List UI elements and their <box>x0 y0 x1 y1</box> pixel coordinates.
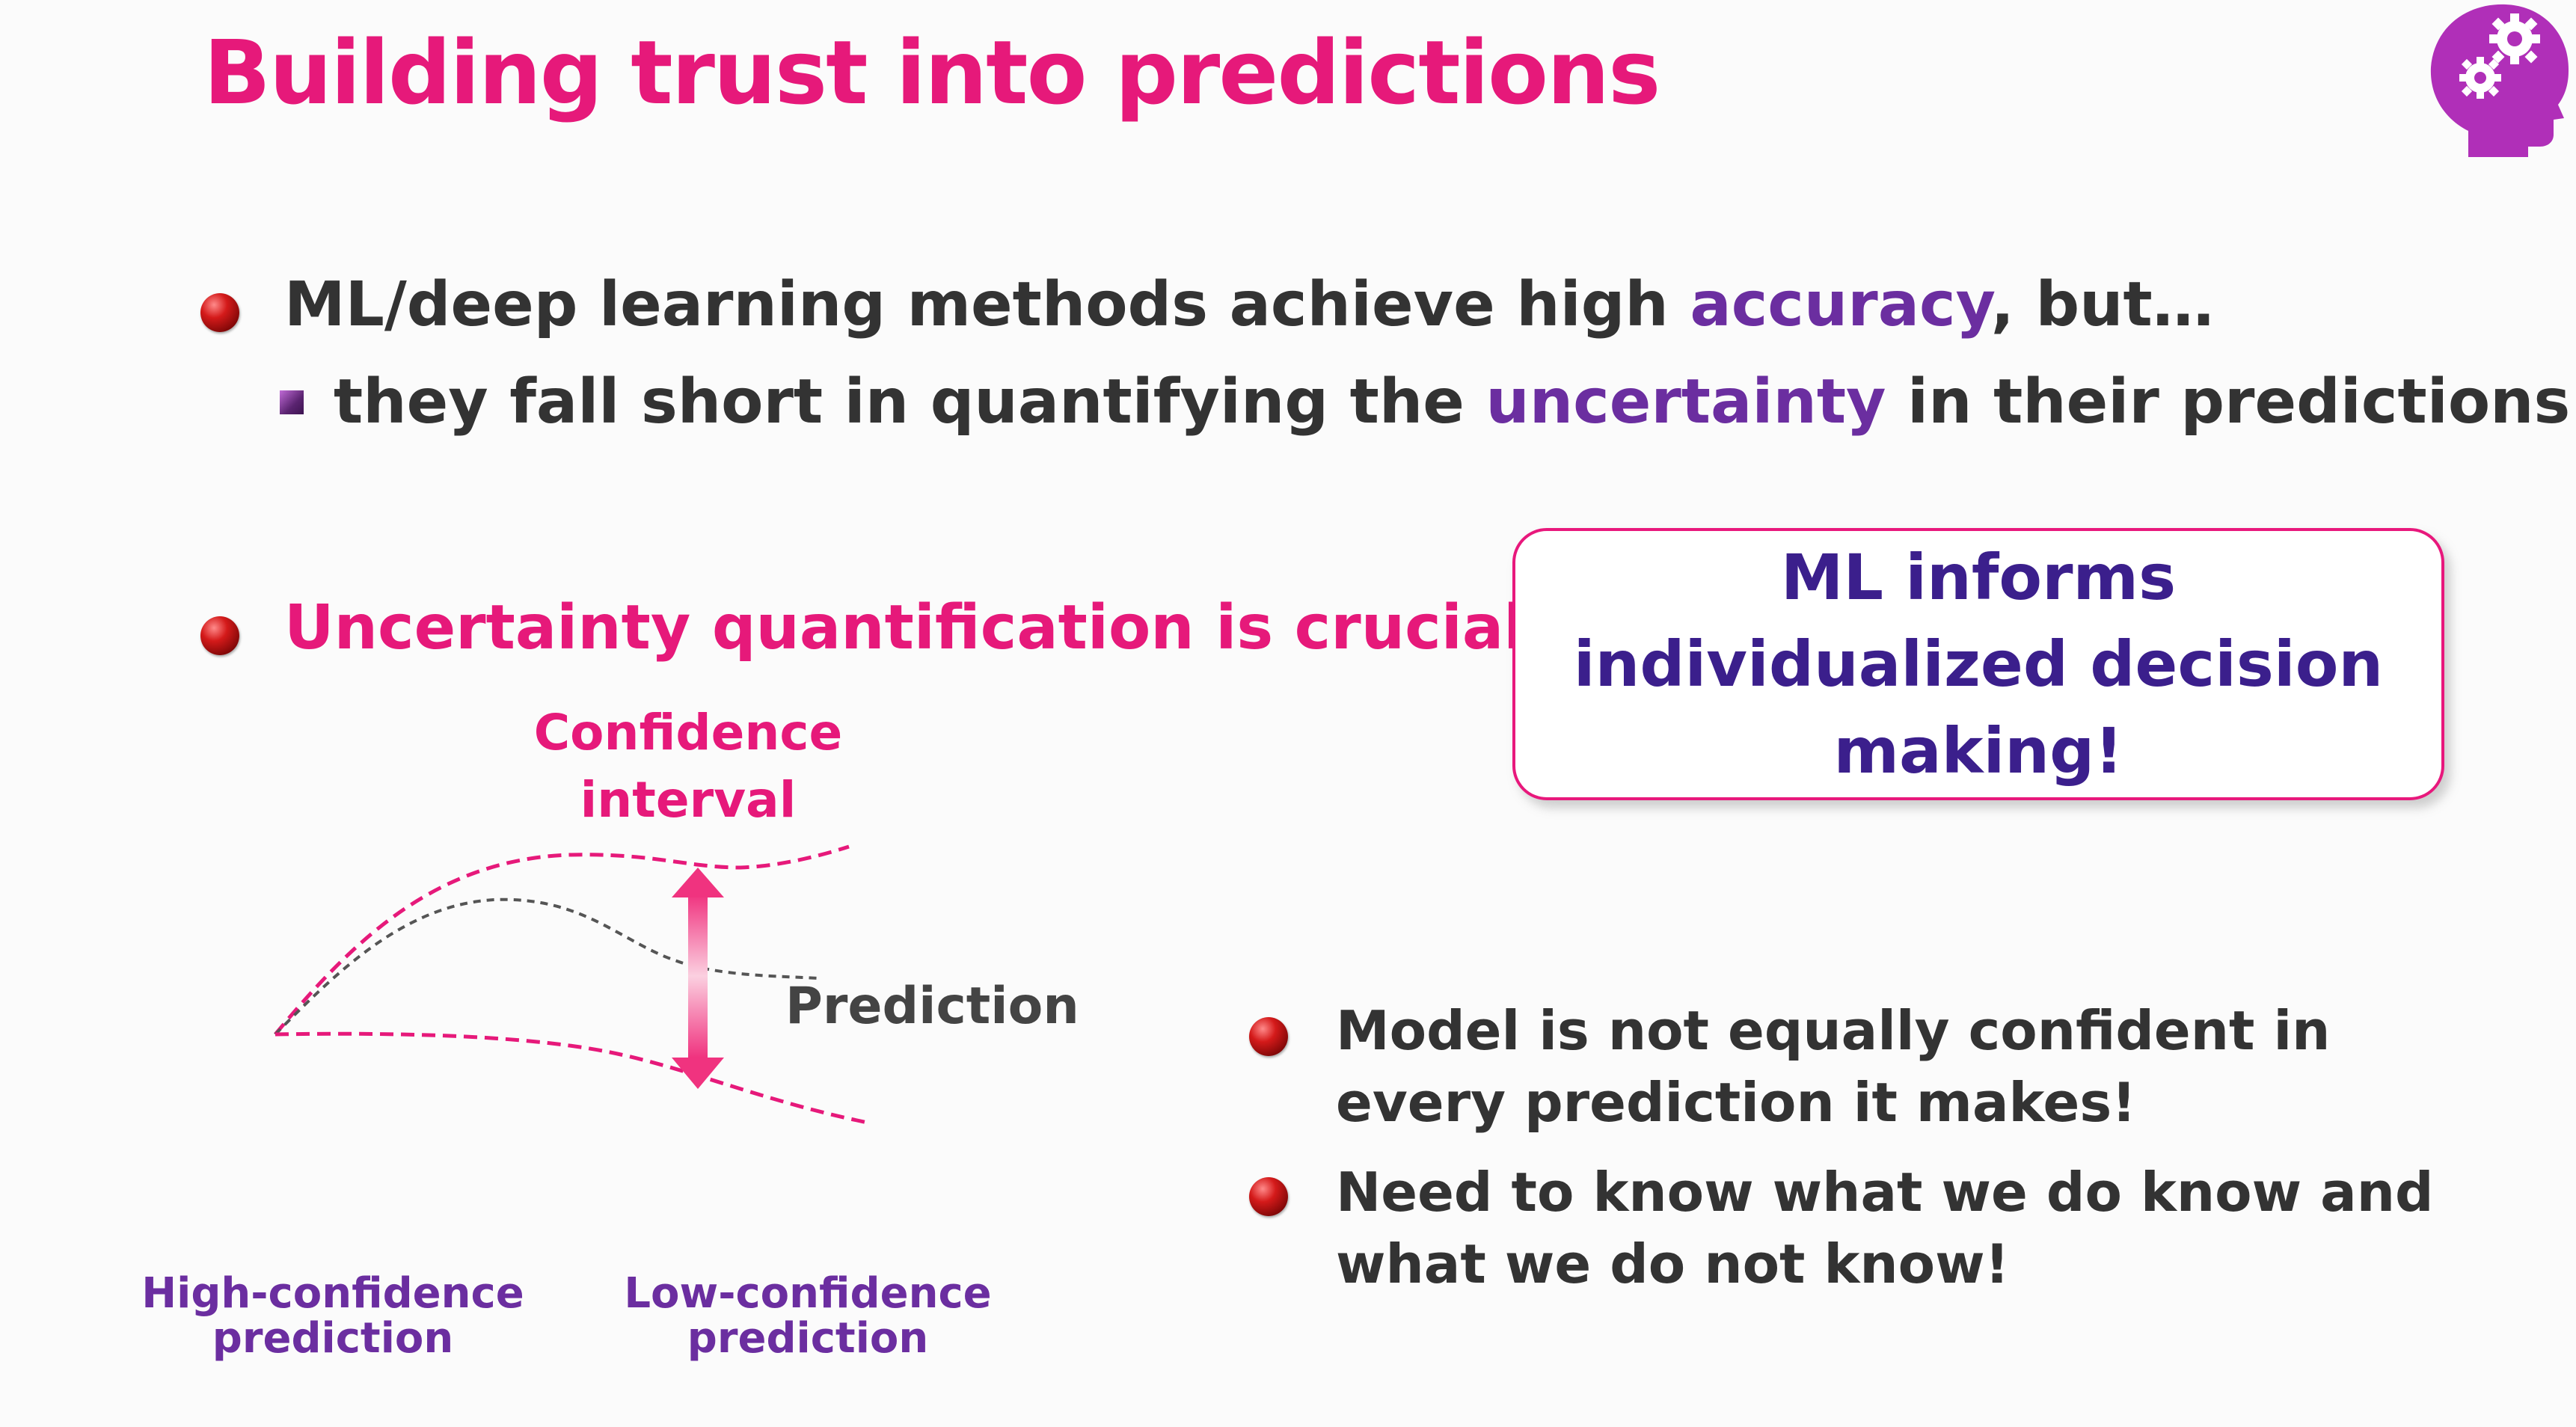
callout-text: ML informs individualized decision makin… <box>1573 541 2384 788</box>
uq-crucial-text: Uncertainty quantification is crucial <box>284 592 1525 663</box>
uncertainty-highlight: uncertainty <box>1485 366 1886 438</box>
prediction-curve <box>274 897 820 1036</box>
sub-bullet-icon <box>280 390 304 414</box>
confidence-interval-label: Confidence interval <box>533 704 843 829</box>
model-confidence-bullet: Model is not equally confident in every … <box>1336 999 2331 1134</box>
head-gears-logo-icon <box>2430 4 2569 157</box>
bullet-text: ML/deep learning methods achieve high <box>284 269 1690 340</box>
slide-title: Building trust into predictions <box>203 21 1660 124</box>
lower-bound-curve <box>275 1031 872 1126</box>
callout-box: ML informs individualized decision makin… <box>1512 528 2444 800</box>
bullet-text-suffix: , but… <box>1990 269 2214 340</box>
prediction-label: Prediction <box>785 977 1079 1036</box>
know-what-we-know-bullet: Need to know what we do know and what we… <box>1336 1161 2434 1295</box>
accuracy-highlight: accuracy <box>1690 269 1991 340</box>
bullet-icon <box>1249 1177 1288 1216</box>
double-headed-arrow-icon <box>672 868 724 1089</box>
sub-bullet-uncertainty-line: they fall short in quantifying the uncer… <box>334 366 2576 438</box>
bullet-accuracy-line: ML/deep learning methods achieve high ac… <box>284 269 2214 340</box>
bullet-icon <box>1249 1017 1288 1056</box>
sub-bullet-text: they fall short in quantifying the <box>334 366 1486 438</box>
sub-bullet-text-suffix: in their predictions! <box>1886 366 2576 438</box>
high-confidence-label: High-confidence prediction <box>141 1269 524 1363</box>
bullet-icon <box>200 616 239 655</box>
upper-bound-curve <box>274 844 850 1036</box>
bullet-icon <box>200 293 239 332</box>
low-confidence-label: Low-confidence prediction <box>624 1269 992 1363</box>
